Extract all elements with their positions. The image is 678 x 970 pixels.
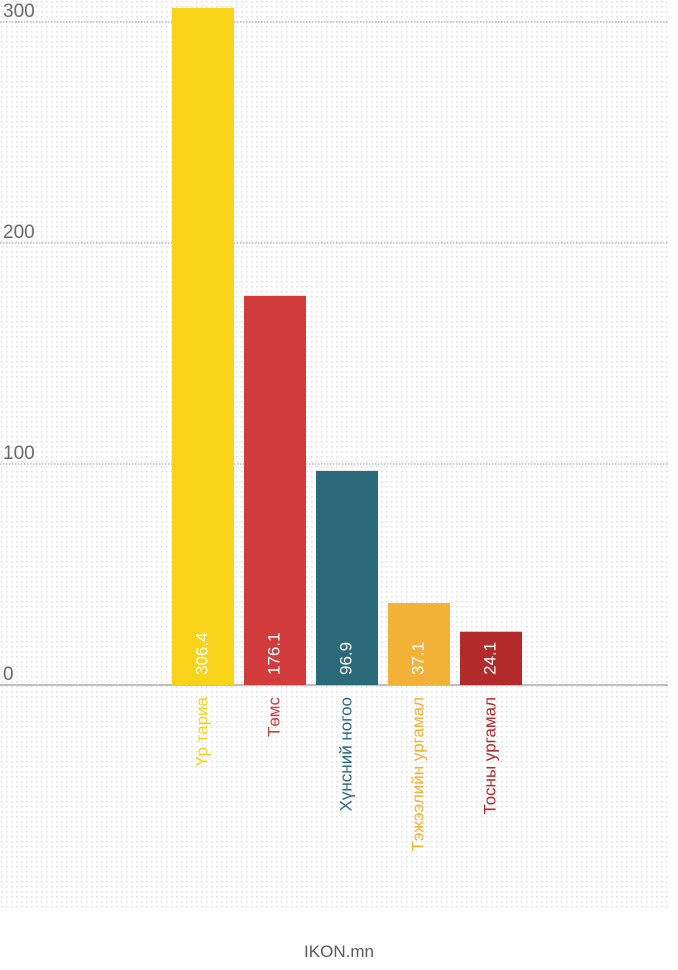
- y-tick-label: 300: [3, 1, 35, 22]
- bar-value-label: 37.1: [408, 642, 427, 675]
- y-tick-label: 200: [3, 222, 35, 243]
- x-category-label: Үр тариа: [192, 696, 211, 766]
- y-tick-label: 0: [3, 664, 14, 685]
- bar: [172, 7, 234, 685]
- bar-value-label: 176.1: [264, 632, 283, 675]
- x-category-label: Тэжээлийн ургамал: [408, 697, 427, 852]
- bar-value-label: 24.1: [480, 642, 499, 675]
- x-category-label: Тосны ургамал: [480, 697, 499, 814]
- bar: [316, 470, 378, 685]
- bar: [460, 631, 522, 685]
- x-category-label: Хүнсний ногоо: [336, 697, 355, 811]
- bar-value-label: 306.4: [192, 632, 211, 675]
- bar: [388, 603, 450, 685]
- bar-chart: 0 100 200 300 306.4 Үр тариа 176.1 Төмс 96.9 Хүн…: [0, 0, 668, 910]
- footer-credit: IKON.mn: [304, 942, 374, 961]
- bar-value-label: 96.9: [336, 642, 355, 675]
- y-tick-label: 100: [3, 443, 35, 464]
- x-category-label: Төмс: [264, 697, 283, 738]
- dotted-background: [0, 0, 668, 910]
- bar: [244, 295, 306, 685]
